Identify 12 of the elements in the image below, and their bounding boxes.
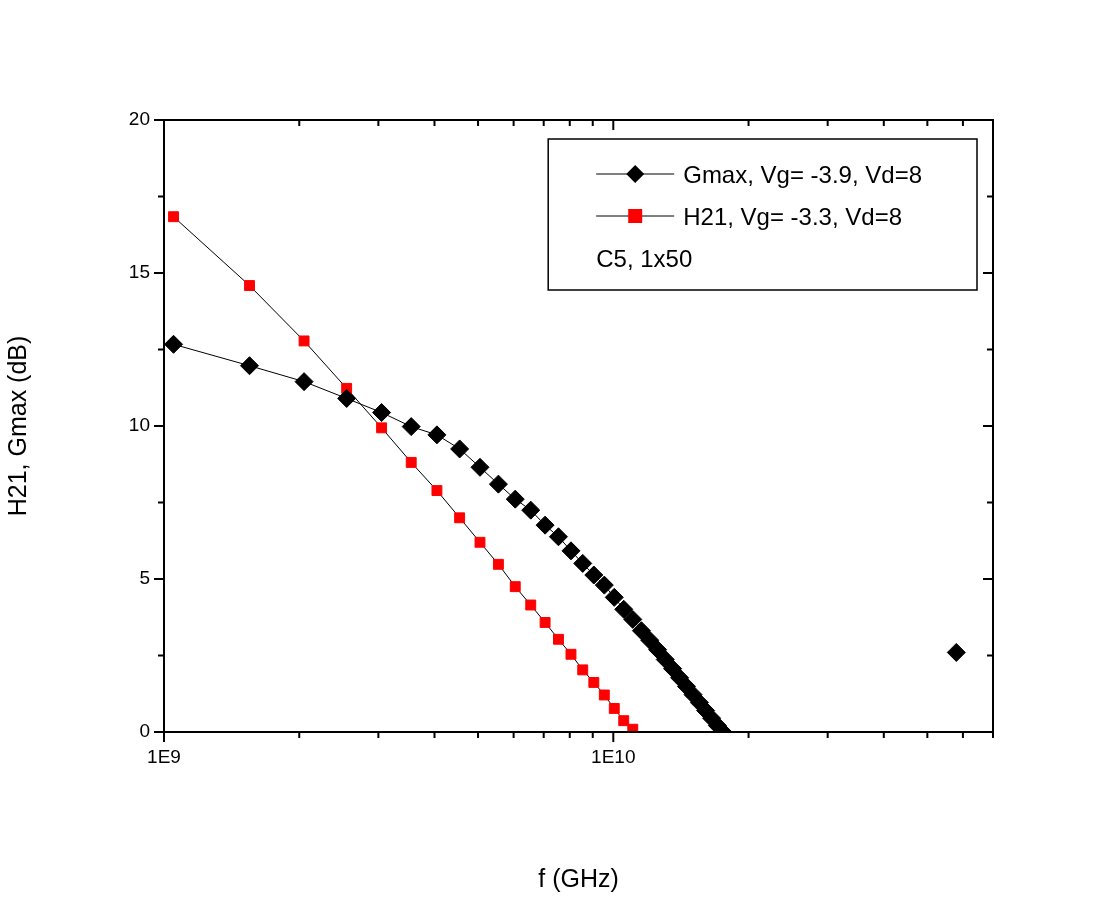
- y-tick-label: 5: [139, 567, 150, 589]
- y-tick-label: 15: [128, 261, 150, 283]
- y-axis-title: H21, Gmax (dB): [2, 335, 31, 517]
- legend-label: Gmax, Vg= -3.9, Vd=8: [683, 160, 922, 188]
- x-tick-label: 1E9: [147, 745, 181, 767]
- x-axis-title: f (GHz): [538, 863, 619, 892]
- annotation: C5, 1x50: [596, 244, 693, 272]
- legend-label: H21, Vg= -3.3, Vd=8: [683, 202, 903, 230]
- x-tick-label: 1E10: [591, 745, 636, 767]
- y-tick-label: 20: [128, 108, 150, 130]
- y-tick-label: 0: [139, 720, 150, 742]
- y-tick-label: 10: [128, 414, 150, 436]
